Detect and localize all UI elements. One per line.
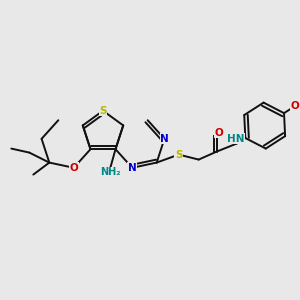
- Text: S: S: [175, 150, 182, 160]
- Text: O: O: [69, 163, 78, 173]
- Text: S: S: [99, 106, 107, 116]
- Text: N: N: [128, 163, 136, 173]
- Text: O: O: [291, 101, 299, 111]
- Text: NH₂: NH₂: [100, 167, 121, 177]
- Text: N: N: [160, 134, 169, 144]
- Text: O: O: [214, 128, 223, 138]
- Text: HN: HN: [227, 134, 244, 144]
